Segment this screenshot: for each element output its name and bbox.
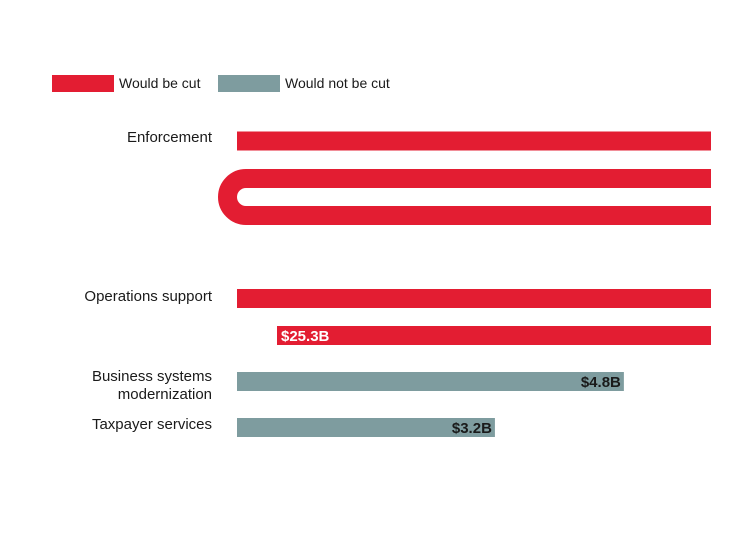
bar-operations-support-row-2: [277, 326, 711, 345]
category-label-business-systems-modernization: Business systems modernization: [92, 368, 212, 404]
bar-operations-support-row-1: [237, 289, 711, 308]
bar-enforcement: [218, 131, 711, 225]
category-label-operations-support: Operations support: [84, 288, 212, 305]
category-label-line-2: modernization: [117, 386, 212, 403]
legend-label-cut: Would be cut: [119, 75, 201, 91]
legend-swatch-not-cut: [218, 75, 280, 92]
bar-business-systems-modernization: [237, 372, 624, 391]
value-label-taxpayer-services: $3.2B: [452, 420, 492, 437]
value-label-operations-support: $25.3B: [281, 328, 330, 345]
category-label-taxpayer-services: Taxpayer services: [91, 416, 212, 433]
legend-label-not-cut: Would not be cut: [285, 75, 390, 91]
value-label-business-systems-modernization: $4.8B: [581, 374, 621, 391]
category-label-line-1: Business systems: [91, 368, 212, 385]
category-label-enforcement: Enforcement: [126, 129, 212, 146]
legend-swatch-cut: [52, 75, 114, 92]
bar-taxpayer-services: [237, 418, 495, 437]
